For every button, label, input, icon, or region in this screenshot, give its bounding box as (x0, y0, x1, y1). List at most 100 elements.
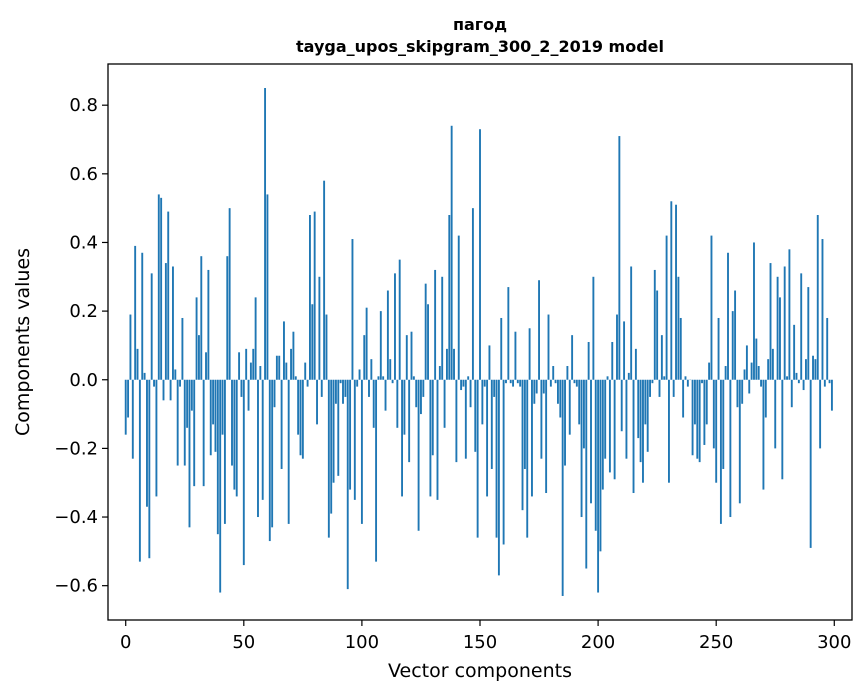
bar-55 (254, 297, 257, 380)
bar-156 (493, 379, 496, 397)
bar-188 (568, 379, 571, 435)
bar-149 (476, 379, 479, 538)
bar-122 (412, 376, 415, 380)
bar-5 (136, 348, 139, 380)
bar-7 (141, 252, 144, 380)
bar-131 (434, 269, 437, 380)
bar-263 (745, 345, 748, 380)
bar-56 (257, 379, 259, 518)
bar-157 (495, 379, 498, 538)
bar-11 (150, 273, 153, 380)
bar-190 (573, 379, 576, 384)
bar-216 (634, 348, 637, 380)
bar-237 (684, 376, 687, 380)
bar-100 (360, 379, 363, 524)
bar-247 (708, 362, 711, 380)
bar-69 (287, 379, 290, 524)
bar-3 (131, 379, 134, 459)
bar-51 (245, 348, 248, 380)
bar-269 (760, 379, 763, 387)
bar-113 (391, 379, 394, 384)
bar-268 (757, 366, 760, 380)
bar-296 (823, 379, 826, 387)
bar-249 (712, 379, 715, 449)
bar-288 (805, 359, 807, 380)
bar-168 (521, 379, 524, 511)
bar-219 (642, 379, 644, 483)
bar-209 (618, 136, 621, 380)
bar-145 (467, 376, 470, 380)
bar-251 (717, 317, 720, 380)
bar-127 (424, 283, 427, 380)
bar-43 (226, 256, 229, 380)
bar-245 (703, 379, 706, 445)
bar-175 (538, 280, 540, 380)
bar-158 (497, 379, 500, 576)
bar-286 (800, 273, 803, 380)
bar-167 (519, 379, 522, 387)
bar-201 (599, 379, 602, 552)
bar-203 (604, 379, 607, 459)
bar-70 (290, 348, 292, 380)
bar-202 (601, 379, 604, 490)
bar-227 (660, 335, 663, 380)
bar-287 (802, 379, 805, 391)
bar-172 (531, 379, 533, 497)
bar-46 (233, 379, 236, 490)
bar-44 (228, 208, 231, 380)
bar-199 (594, 379, 597, 531)
bar-232 (672, 379, 675, 397)
x-tick-label: 0 (120, 632, 131, 653)
bar-195 (585, 379, 588, 569)
bar-176 (540, 379, 543, 459)
bar-204 (606, 376, 609, 380)
y-axis-label: Components values (12, 248, 34, 436)
bar-289 (807, 287, 810, 380)
bar-210 (620, 379, 623, 432)
bar-171 (528, 328, 531, 380)
bar-18 (167, 211, 170, 380)
bar-87 (330, 379, 333, 514)
bar-118 (403, 379, 406, 435)
bar-223 (651, 379, 654, 384)
bar-27 (188, 379, 191, 528)
bar-242 (696, 379, 699, 459)
bar-257 (731, 311, 734, 380)
bar-229 (665, 235, 668, 380)
bar-215 (632, 379, 635, 494)
bar-173 (533, 379, 536, 404)
bar-81 (316, 379, 318, 425)
bar-277 (779, 297, 781, 380)
bar-36 (209, 379, 212, 456)
bar-94 (346, 379, 349, 590)
bar-57 (259, 366, 262, 380)
bar-198 (592, 276, 595, 380)
bar-208 (616, 314, 618, 380)
bar-21 (174, 369, 177, 380)
bar-180 (549, 379, 552, 387)
bar-91 (339, 379, 342, 384)
bar-292 (814, 359, 817, 380)
bar-266 (753, 242, 755, 380)
bar-136 (445, 348, 448, 380)
bar-49 (240, 379, 243, 397)
bar-293 (816, 215, 819, 380)
x-tick-label: 50 (232, 632, 255, 653)
bar-83 (320, 379, 323, 397)
bar-39 (216, 379, 219, 535)
bar-110 (384, 379, 387, 411)
bar-105 (372, 379, 375, 428)
bar-144 (464, 379, 467, 459)
bar-125 (420, 379, 422, 415)
bar-254 (724, 366, 727, 380)
bar-243 (698, 379, 701, 463)
bar-141 (457, 235, 460, 380)
bar-221 (646, 379, 649, 452)
bar-96 (351, 239, 354, 380)
bar-108 (379, 311, 382, 380)
bar-233 (675, 204, 677, 380)
bar-189 (571, 335, 574, 380)
bar-68 (285, 362, 288, 380)
bar-217 (637, 379, 640, 439)
